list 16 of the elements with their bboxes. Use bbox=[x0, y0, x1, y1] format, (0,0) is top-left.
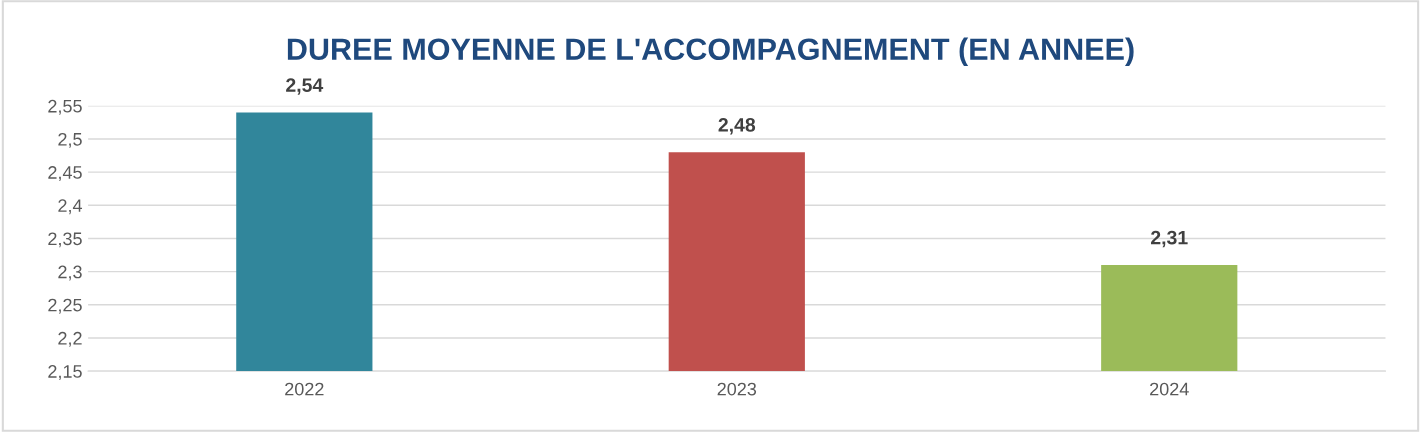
y-tick-label: 2,3 bbox=[58, 265, 82, 281]
y-tick-label: 2,15 bbox=[48, 365, 82, 380]
x-tick-label: 2022 bbox=[285, 382, 324, 396]
y-tick-label: 2,55 bbox=[48, 99, 82, 115]
chart-title: DUREE MOYENNE DE L'ACCOMPAGNEMENT (EN ANNEE) bbox=[287, 37, 1134, 67]
data-label: 2,48 bbox=[718, 117, 756, 135]
data-label: 2,54 bbox=[286, 78, 324, 95]
y-tick-label: 2,4 bbox=[58, 199, 83, 215]
y-tick-label: 2,35 bbox=[48, 232, 82, 248]
y-tick-label: 2,5 bbox=[58, 132, 82, 148]
data-label: 2,31 bbox=[1151, 230, 1188, 248]
x-tick-label: 2024 bbox=[1150, 382, 1189, 396]
y-tick-label: 2,25 bbox=[48, 298, 82, 314]
x-tick-label: 2023 bbox=[717, 382, 757, 396]
y-tick-label: 2,2 bbox=[58, 331, 82, 347]
y-tick-label: 2,45 bbox=[48, 166, 82, 181]
